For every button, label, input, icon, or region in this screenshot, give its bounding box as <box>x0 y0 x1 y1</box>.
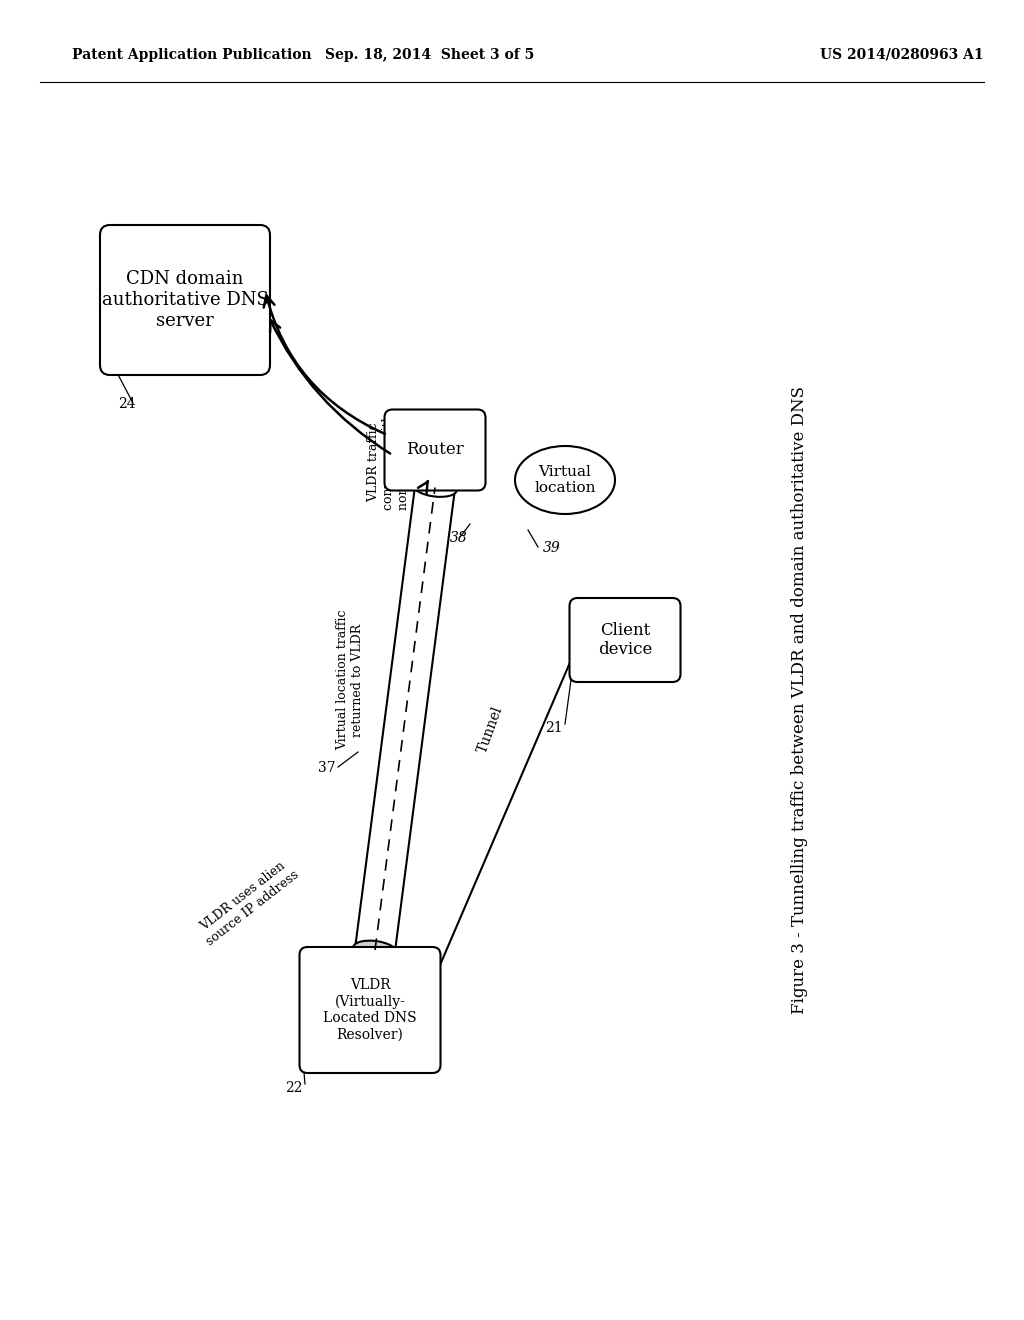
Text: Router: Router <box>407 441 464 458</box>
Ellipse shape <box>353 941 397 960</box>
Text: 39: 39 <box>543 541 561 554</box>
Text: US 2014/0280963 A1: US 2014/0280963 A1 <box>820 48 984 62</box>
Polygon shape <box>355 484 455 953</box>
FancyBboxPatch shape <box>569 598 681 682</box>
Text: 38: 38 <box>450 531 468 545</box>
FancyBboxPatch shape <box>299 946 440 1073</box>
Text: VLDR uses alien
source IP address: VLDR uses alien source IP address <box>195 855 301 948</box>
FancyBboxPatch shape <box>100 224 270 375</box>
Text: Tunnel: Tunnel <box>475 705 505 755</box>
Text: 21: 21 <box>545 721 562 735</box>
Text: VLDR traffic
converges with
normal routing
tables: VLDR traffic converges with normal routi… <box>367 413 425 511</box>
Text: Patent Application Publication: Patent Application Publication <box>72 48 311 62</box>
Text: 22: 22 <box>285 1081 302 1096</box>
Text: 37: 37 <box>318 762 336 775</box>
Text: Client
device: Client device <box>598 622 652 659</box>
Ellipse shape <box>413 478 457 496</box>
Ellipse shape <box>515 446 615 513</box>
Text: 24: 24 <box>118 397 135 411</box>
Text: CDN domain
authoritative DNS
server: CDN domain authoritative DNS server <box>101 271 268 330</box>
FancyBboxPatch shape <box>384 409 485 491</box>
Text: Virtual
location: Virtual location <box>535 465 596 495</box>
Text: Virtual location traffic
returned to VLDR: Virtual location traffic returned to VLD… <box>336 610 364 750</box>
Text: Figure 3 - Tunnelling traffic between VLDR and domain authoritative DNS: Figure 3 - Tunnelling traffic between VL… <box>792 385 809 1014</box>
Text: VLDR
(Virtually-
Located DNS
Resolver): VLDR (Virtually- Located DNS Resolver) <box>324 978 417 1041</box>
Text: Sep. 18, 2014  Sheet 3 of 5: Sep. 18, 2014 Sheet 3 of 5 <box>326 48 535 62</box>
